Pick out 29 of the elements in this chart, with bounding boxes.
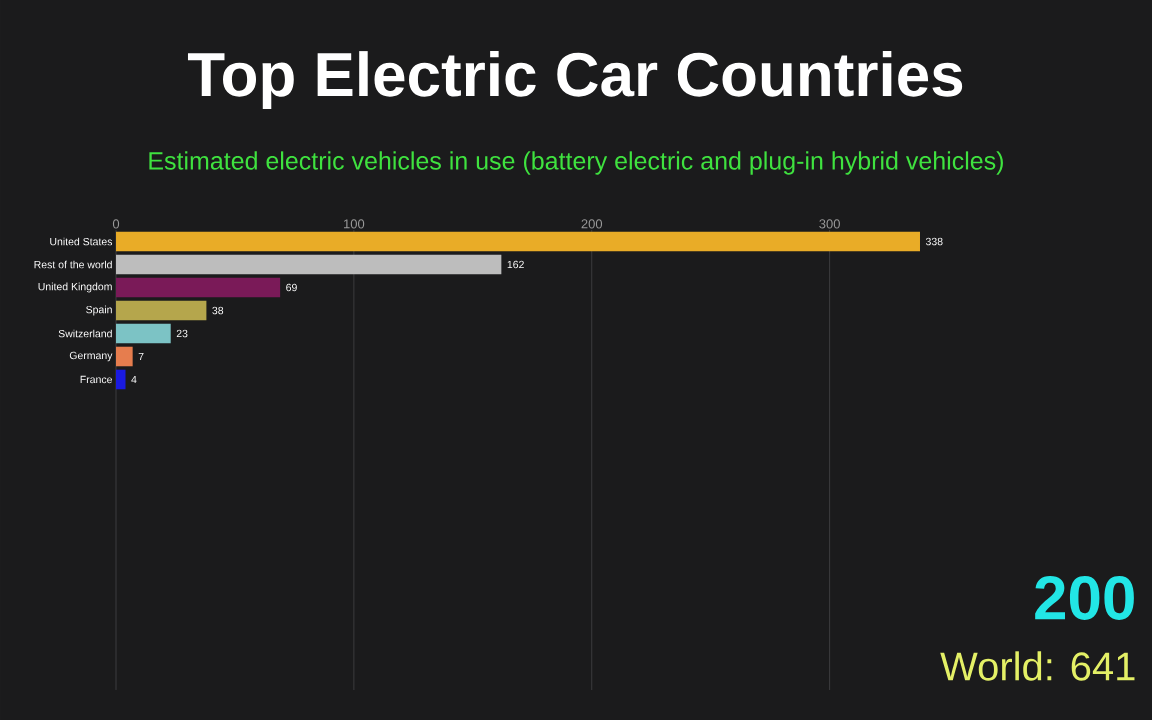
y-tick-label: France: [80, 375, 112, 384]
data-label: 4: [131, 375, 137, 384]
data-label: 7: [138, 352, 144, 361]
chart-subtitle: Estimated electric vehicles in use (battery electric and plug-in hybrid vehicles): [149, 151, 1003, 175]
bar: [116, 300, 207, 321]
bar: [116, 254, 502, 275]
text: 200: [1035, 576, 1134, 620]
data-label: 162: [507, 260, 524, 269]
y-tick-label: Switzerland: [58, 329, 112, 338]
bar: [116, 323, 171, 344]
bar: [116, 369, 126, 390]
data-label: 38: [212, 306, 224, 315]
data-label: 23: [176, 329, 188, 338]
chart-title: Top Electric Car Countries: [187, 51, 963, 109]
y-tick-label: Germany: [69, 351, 113, 362]
x-tick-label: 100: [344, 219, 365, 229]
y-tick-label: Rest of the world: [34, 260, 112, 269]
y-tick-label: United States: [50, 237, 113, 246]
y-tick-label: United Kingdom: [38, 282, 112, 293]
y-tick-label: Spain: [86, 305, 112, 316]
x-tick-label: 300: [819, 219, 840, 229]
data-label: 69: [286, 283, 297, 292]
bar: [116, 277, 281, 298]
bar: [116, 231, 920, 252]
x-tick-label: 200: [581, 219, 603, 229]
data-label: 338: [925, 237, 943, 246]
text: World: 641: [940, 651, 1135, 681]
bar: [116, 346, 133, 367]
x-tick-label: 0: [112, 219, 120, 229]
